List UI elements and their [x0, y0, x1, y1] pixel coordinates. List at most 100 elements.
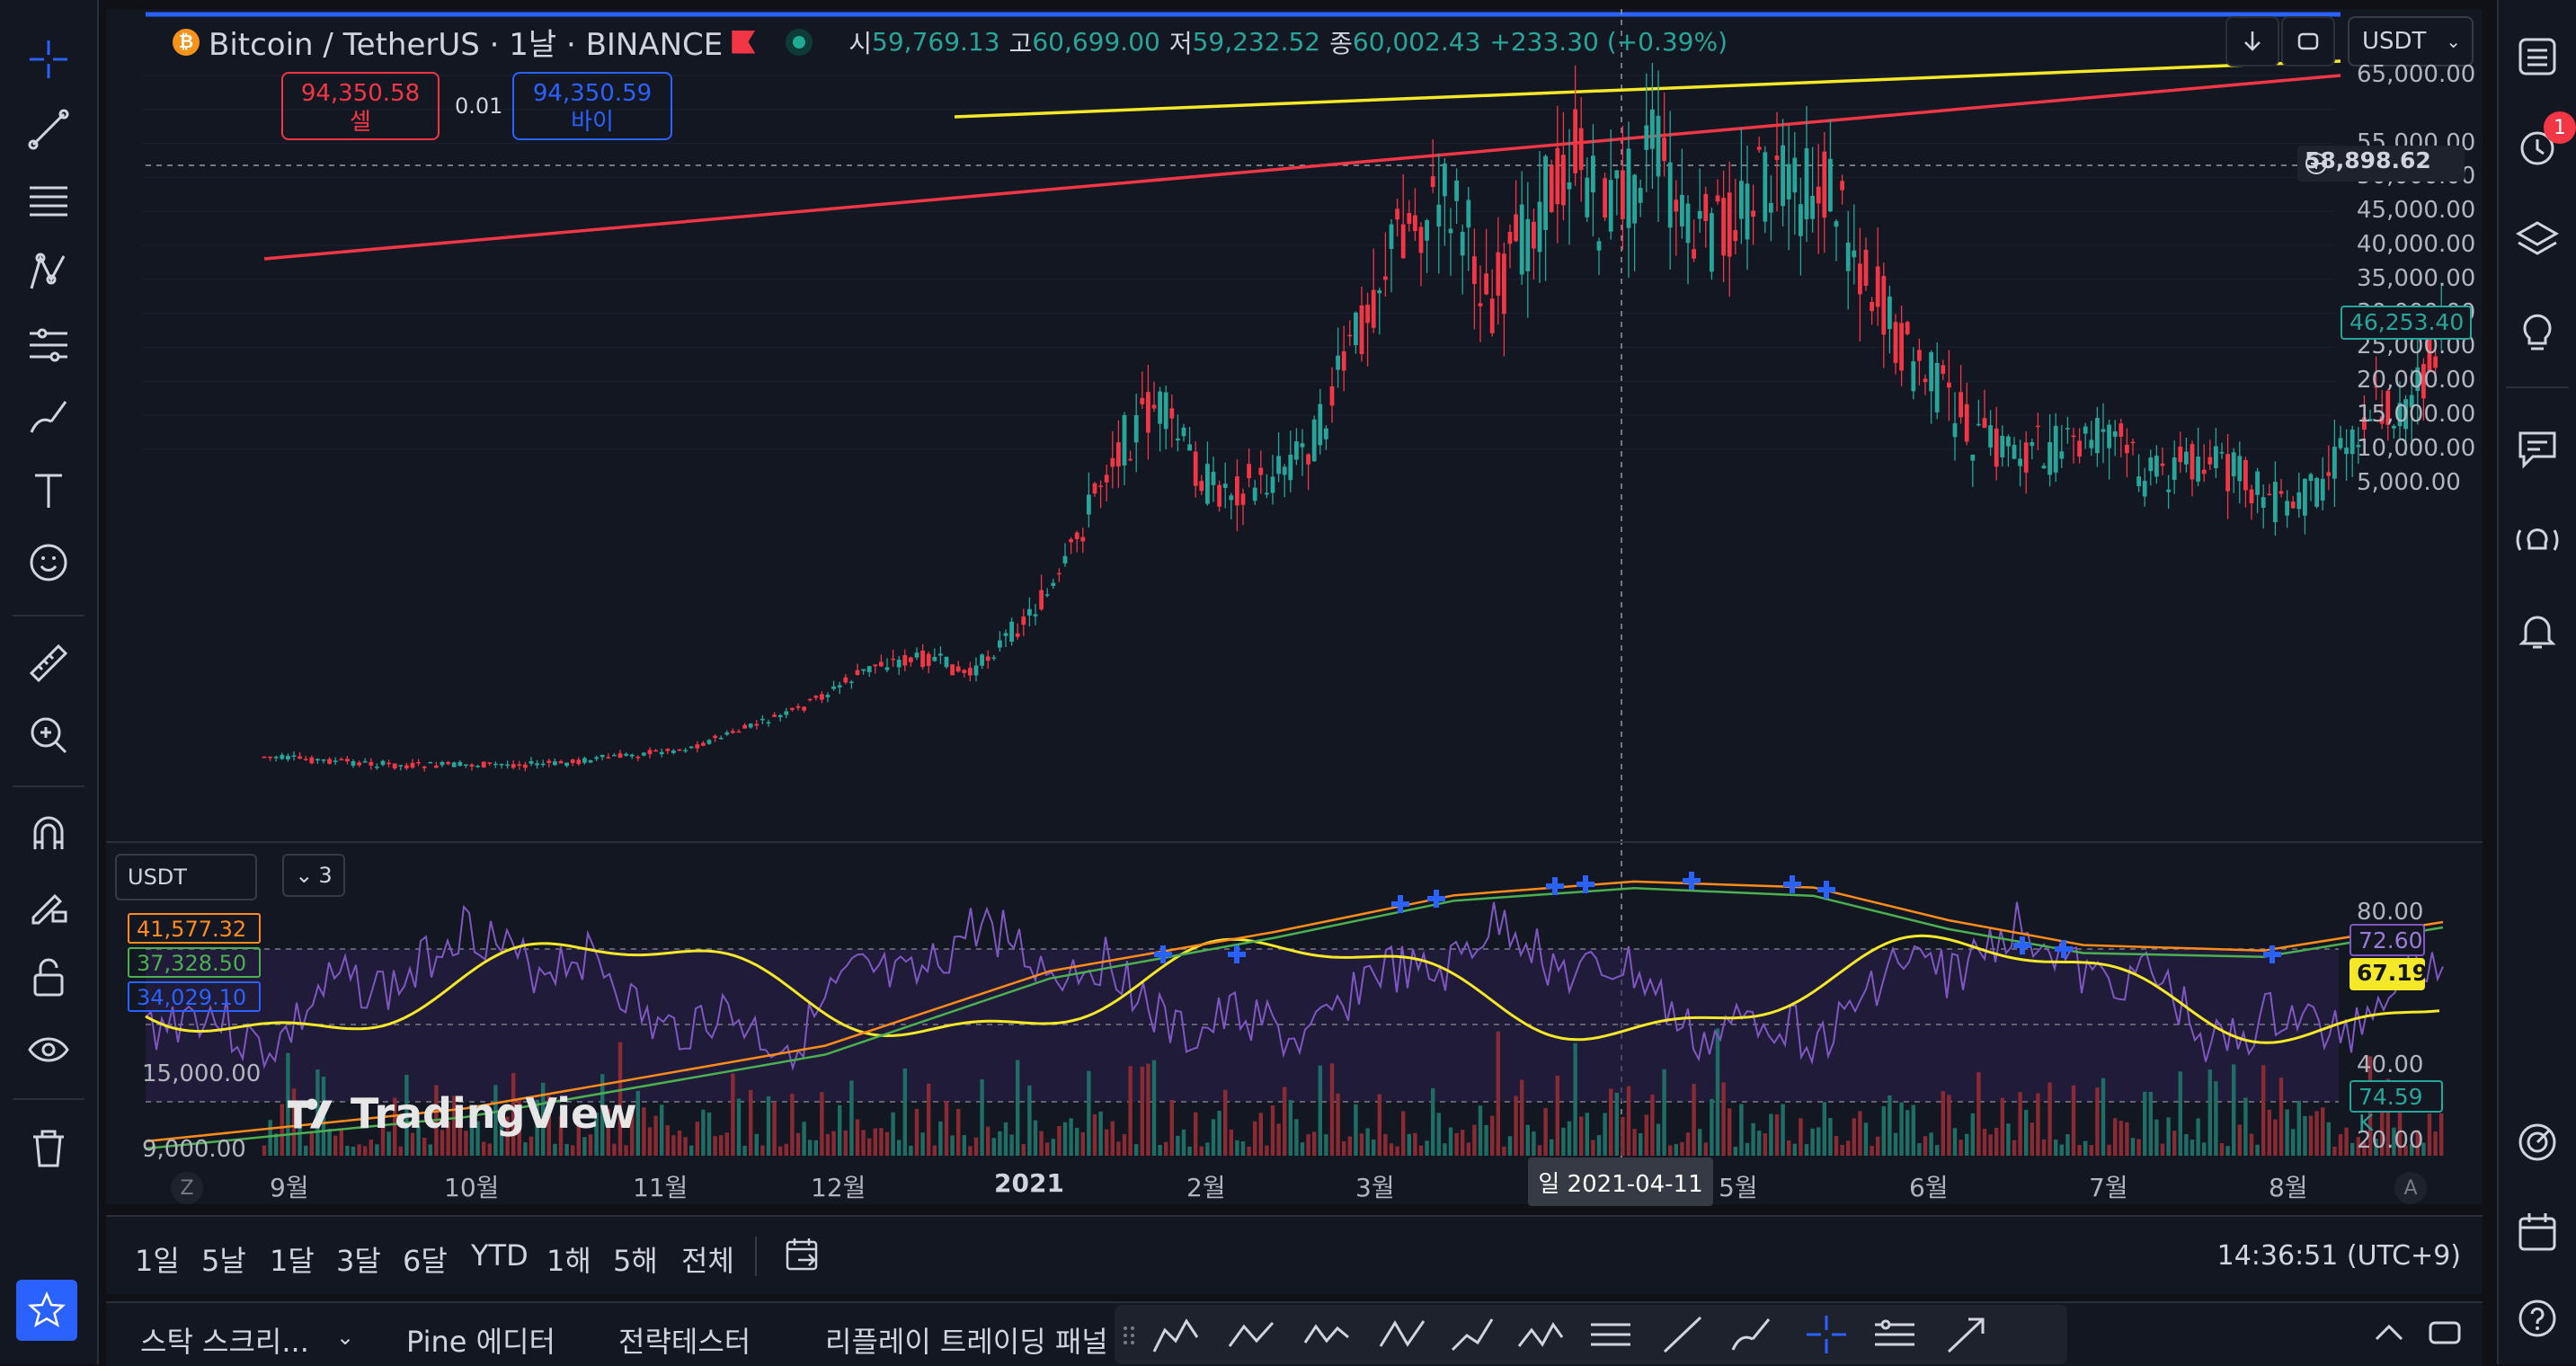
- clock-timezone[interactable]: 14:36:51 (UTC+9): [2216, 1240, 2461, 1272]
- unlock-icon[interactable]: [20, 949, 77, 1007]
- elliott-triple-combo-icon[interactable]: [1515, 1310, 1566, 1359]
- chevron-down-icon[interactable]: ⌄: [336, 1325, 355, 1350]
- volume-bar: [2303, 1115, 2307, 1156]
- emoji-icon[interactable]: [20, 534, 77, 591]
- volume-bar: [742, 1145, 747, 1156]
- help-icon[interactable]: [2509, 1291, 2565, 1346]
- tab-pine-editor[interactable]: Pine 에디터: [406, 1325, 555, 1359]
- currency-select[interactable]: USDT ⌄: [2348, 16, 2474, 67]
- flag-icon[interactable]: [732, 30, 756, 54]
- go-to-date-button[interactable]: [782, 1235, 823, 1280]
- chat-icon[interactable]: [2509, 421, 2565, 476]
- add-alert-button[interactable]: [2297, 146, 2335, 182]
- range-3m[interactable]: 3달: [336, 1244, 381, 1278]
- download-button[interactable]: [2225, 16, 2279, 67]
- candle-body: [1258, 467, 1264, 475]
- chart-pane[interactable]: [106, 9, 2483, 1204]
- market-status-icon[interactable]: [786, 28, 813, 56]
- eye-icon[interactable]: [20, 1021, 77, 1078]
- elliott-correction-icon[interactable]: [1226, 1310, 1276, 1359]
- collapse-panel-button[interactable]: [2371, 1319, 2407, 1353]
- zoom-in-icon[interactable]: [20, 706, 77, 764]
- candle-body: [1098, 485, 1103, 487]
- range-all[interactable]: 전체: [681, 1244, 734, 1278]
- buy-button[interactable]: 94,350.59 바이: [512, 72, 672, 140]
- watchlist-icon[interactable]: [2509, 29, 2565, 84]
- forecast-icon[interactable]: [20, 316, 77, 374]
- candle-body: [1941, 365, 1946, 374]
- volume-bar: [1176, 1135, 1180, 1156]
- tab-strategy-tester[interactable]: 전략테스터: [618, 1325, 751, 1359]
- path-icon[interactable]: [1447, 1310, 1497, 1359]
- trash-icon[interactable]: [20, 1120, 77, 1177]
- ideas-lightbulb-icon[interactable]: [2509, 306, 2565, 361]
- candle-body: [1021, 616, 1026, 625]
- lock-drawing-pencil-icon[interactable]: [20, 877, 77, 935]
- tab-replay-trading[interactable]: 리플레이 트레이딩 패널: [825, 1325, 1108, 1359]
- range-ytd[interactable]: YTD: [471, 1238, 529, 1273]
- auto-refresh-button[interactable]: [2281, 16, 2335, 67]
- ruler-icon[interactable]: [20, 634, 77, 692]
- pattern-icon[interactable]: [20, 244, 77, 302]
- notifications-bell-icon[interactable]: [2509, 602, 2565, 658]
- text-tool-icon[interactable]: [20, 462, 77, 519]
- fib-retracement-icon[interactable]: [20, 173, 77, 230]
- elliott-triangle-icon[interactable]: [1301, 1310, 1352, 1359]
- crosshair-icon[interactable]: [1801, 1310, 1852, 1359]
- brush-icon[interactable]: [1726, 1310, 1776, 1359]
- price-chart-canvas[interactable]: [106, 9, 2483, 1204]
- x-axis-label: 7월: [2089, 1173, 2128, 1202]
- range-5d[interactable]: 5날: [201, 1244, 246, 1278]
- symbol-title[interactable]: Bitcoin / TetherUS · 1날 · BINANCE: [209, 27, 724, 63]
- z-button[interactable]: Z: [171, 1172, 203, 1204]
- candle-body: [1632, 174, 1637, 224]
- volume-bar: [1561, 1127, 1566, 1156]
- range-1m[interactable]: 1달: [270, 1244, 315, 1278]
- dom-target-icon[interactable]: [2509, 1114, 2565, 1170]
- candle-body: [1881, 276, 1887, 335]
- drag-handle-icon[interactable]: [1120, 1310, 1138, 1359]
- line-icon[interactable]: [1657, 1310, 1708, 1359]
- candle-body: [1211, 471, 1216, 485]
- volume-bar: [713, 1136, 717, 1156]
- streams-icon[interactable]: [2509, 512, 2565, 568]
- maximize-panel-button[interactable]: [2427, 1319, 2463, 1353]
- volume-bar: [820, 1092, 824, 1156]
- range-5y[interactable]: 5해: [613, 1244, 658, 1278]
- range-1d[interactable]: 1일: [135, 1244, 180, 1278]
- volume-bar: [1982, 1128, 1987, 1156]
- favorites-star-button[interactable]: [16, 1280, 77, 1341]
- cross-marker-icon: [1783, 875, 1801, 893]
- brush-icon[interactable]: [20, 388, 77, 446]
- fib-retracement-icon[interactable]: [1870, 1310, 1920, 1359]
- cross-marker-icon: [1683, 872, 1701, 890]
- calendar-icon[interactable]: [2509, 1204, 2565, 1260]
- alarm-clock-icon[interactable]: [2509, 119, 2565, 174]
- layers-icon[interactable]: [2509, 212, 2565, 268]
- arrow-icon[interactable]: [1941, 1310, 1992, 1359]
- candle-body: [1288, 454, 1293, 481]
- candle-body: [855, 670, 860, 676]
- magnet-icon[interactable]: [20, 805, 77, 863]
- indicator-collapse-button[interactable]: ⌄ 3: [282, 854, 345, 897]
- tab-stock-screener[interactable]: 스탁 스크리...: [140, 1325, 309, 1359]
- volume-bar: [1763, 1133, 1767, 1156]
- elliott-double-combo-icon[interactable]: [1377, 1310, 1427, 1359]
- volume-bar: [1240, 1141, 1246, 1156]
- rsi-axis-label: 80.00: [2357, 899, 2424, 926]
- range-1y[interactable]: 1해: [546, 1244, 591, 1278]
- sell-button[interactable]: 94,350.58 셀: [281, 72, 440, 140]
- volume-bar: [2415, 1130, 2420, 1156]
- volume-bar: [541, 1082, 546, 1156]
- volume-bar: [2143, 1091, 2147, 1156]
- auto-scale-button[interactable]: A: [2394, 1172, 2427, 1204]
- candle-body: [1354, 312, 1358, 346]
- elliott-impulse-icon[interactable]: [1150, 1310, 1201, 1359]
- range-6m[interactable]: 6달: [403, 1244, 448, 1278]
- trend-line-icon[interactable]: [20, 101, 77, 158]
- pane-divider[interactable]: [106, 841, 2483, 843]
- indicator-currency-box[interactable]: USDT: [115, 854, 257, 900]
- crosshair-icon[interactable]: [20, 31, 77, 88]
- lines-icon[interactable]: [1586, 1310, 1636, 1359]
- volume-bar: [1893, 1132, 1898, 1156]
